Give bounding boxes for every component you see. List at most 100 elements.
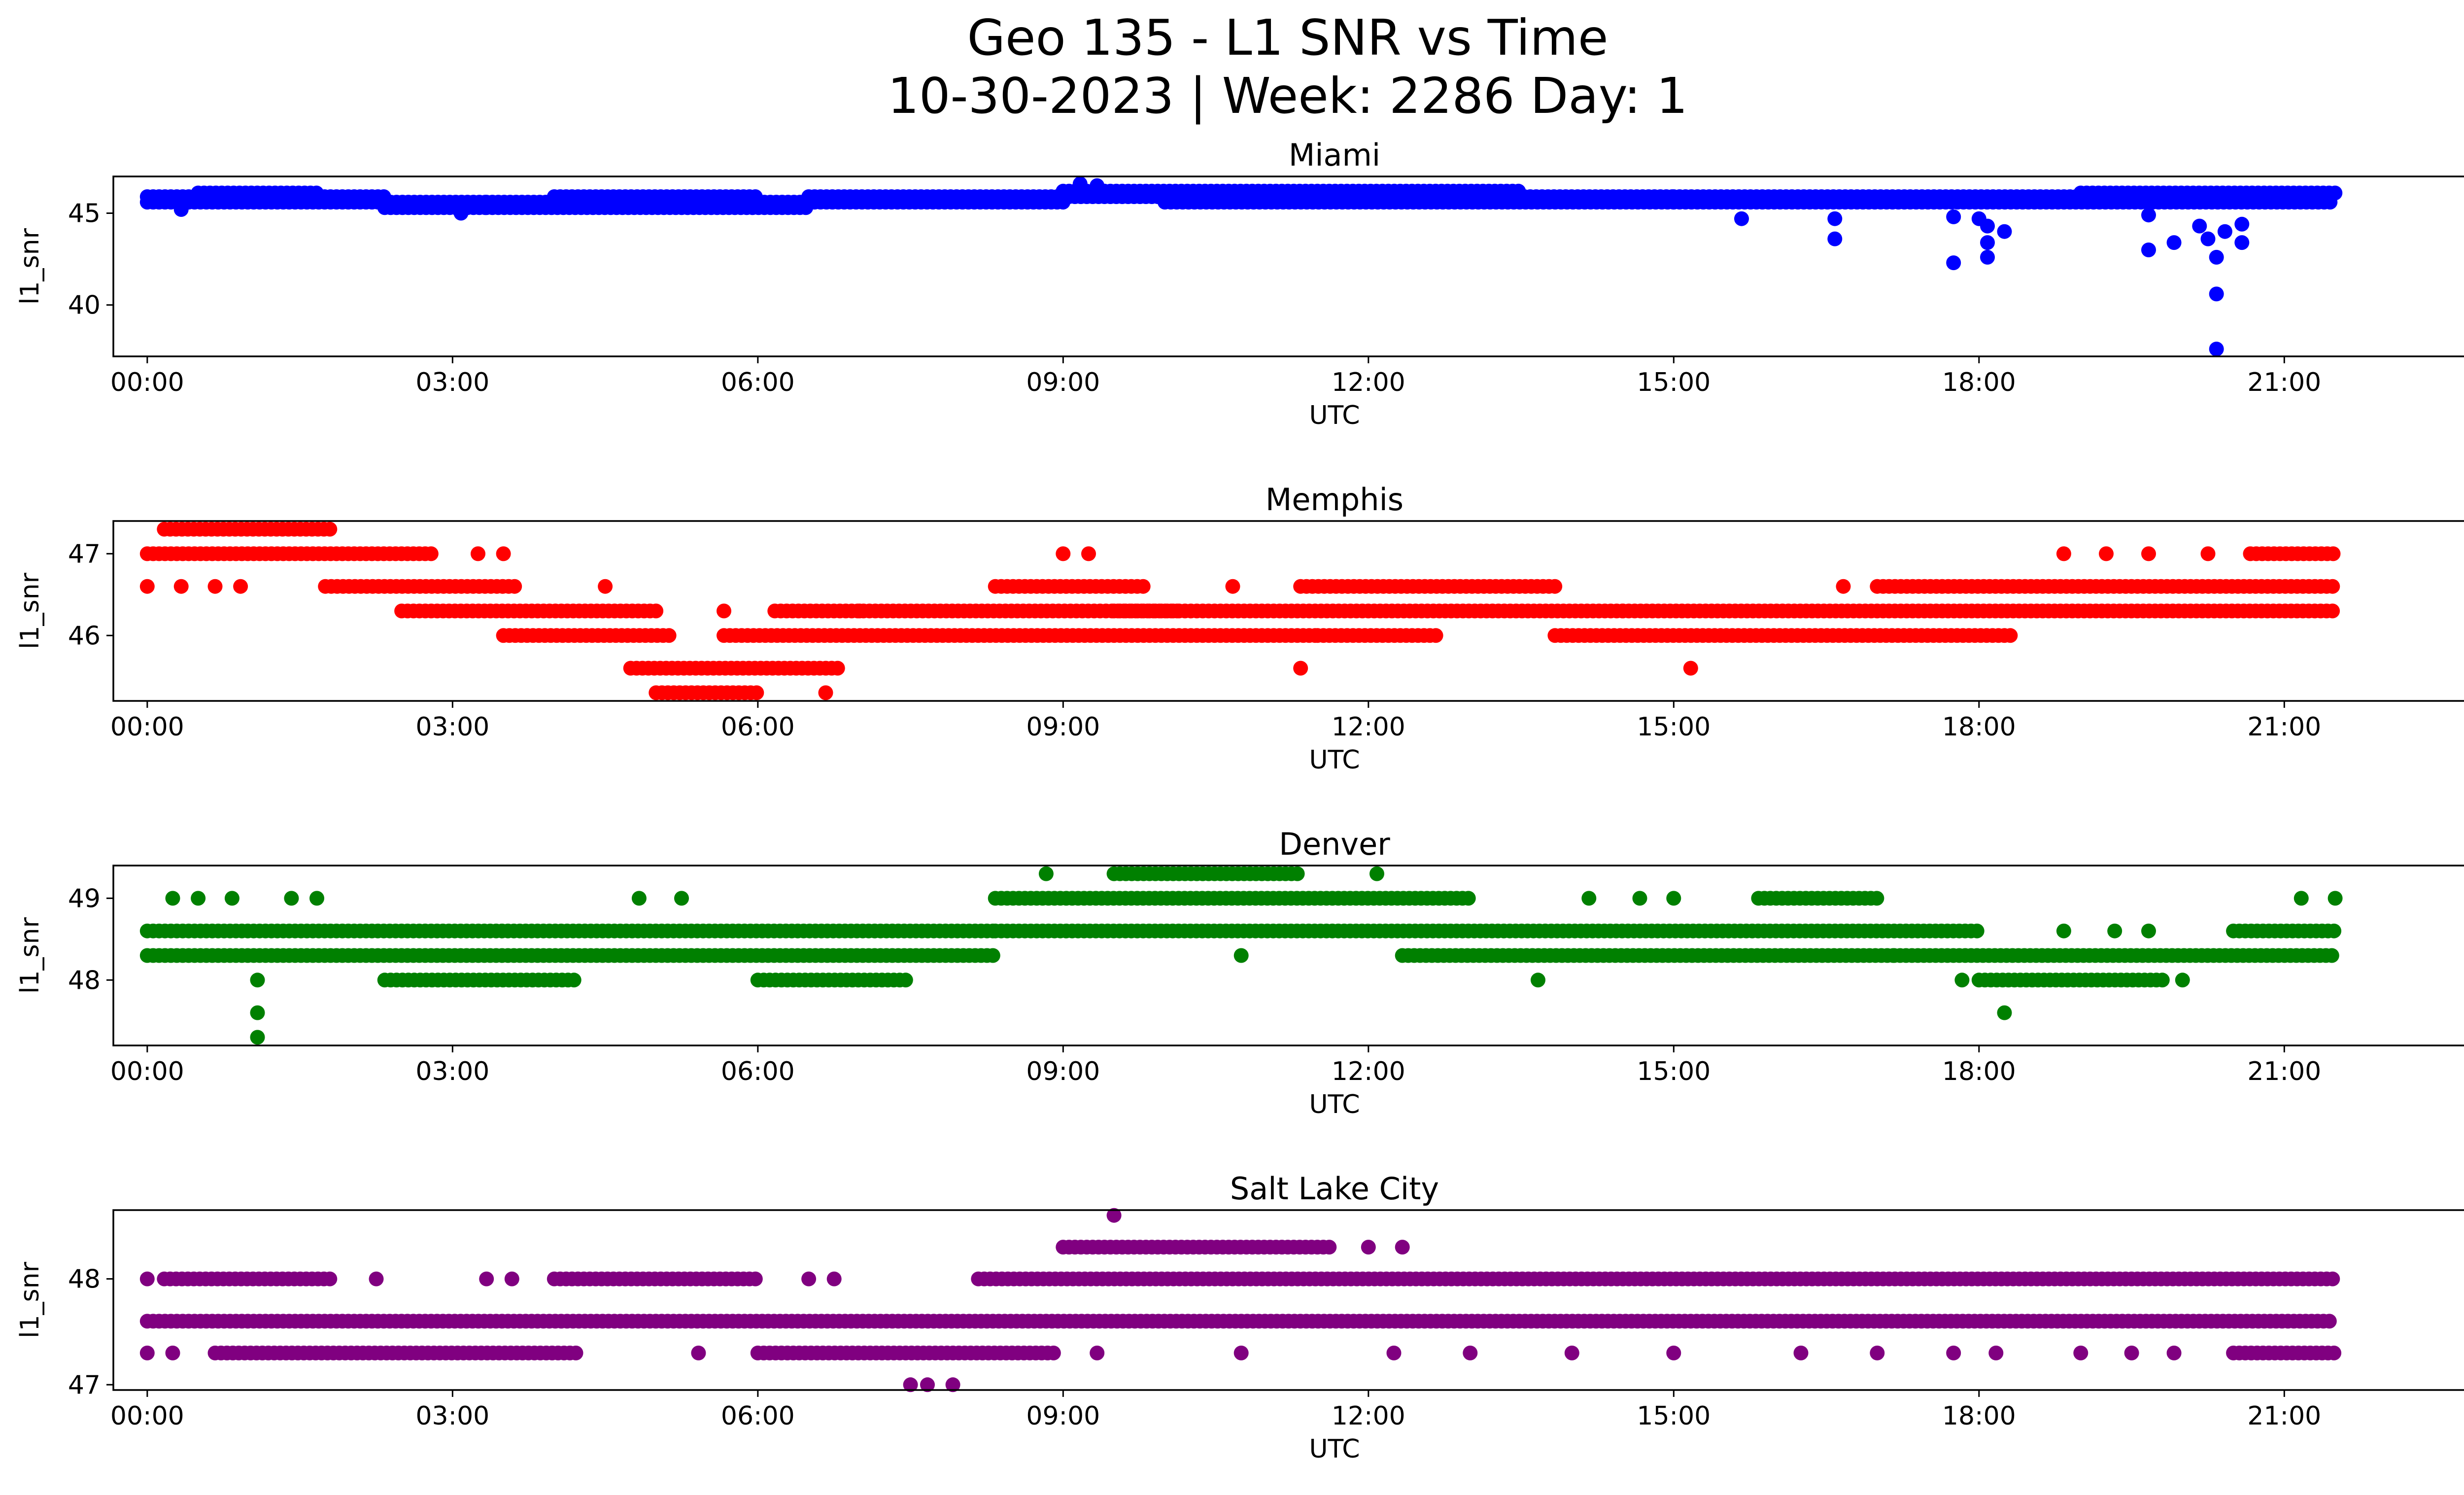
data-point xyxy=(191,891,206,906)
y-tick-label: 47 xyxy=(68,539,101,569)
subplot-title: Memphis xyxy=(1266,482,1403,518)
data-point xyxy=(945,1377,960,1392)
y-tick-label: 48 xyxy=(68,1265,101,1294)
data-point xyxy=(2141,923,2156,939)
data-point xyxy=(898,973,913,988)
data-point xyxy=(920,1377,935,1392)
data-point xyxy=(2209,249,2224,265)
data-point xyxy=(322,1271,338,1286)
data-point xyxy=(139,1271,155,1286)
y-tick-label: 46 xyxy=(68,621,101,651)
data-point xyxy=(631,891,647,906)
y-axis-label: l1_snr xyxy=(15,572,45,649)
data-point xyxy=(691,1345,706,1360)
data-point xyxy=(2073,1345,2088,1360)
data-point xyxy=(1135,579,1151,594)
x-tick-label: 15:00 xyxy=(1637,1401,1711,1431)
x-tick-label: 09:00 xyxy=(1026,368,1100,397)
data-point xyxy=(139,1345,155,1360)
x-tick-label: 06:00 xyxy=(721,1057,795,1086)
data-point xyxy=(2003,628,2018,643)
data-point xyxy=(1046,1345,1061,1360)
data-point xyxy=(1233,1345,1249,1360)
data-points xyxy=(139,176,2343,357)
data-point xyxy=(1564,1345,1579,1360)
data-point xyxy=(2209,286,2224,302)
x-axis-label: UTC xyxy=(1309,745,1360,775)
data-point xyxy=(2155,973,2170,988)
data-point xyxy=(1090,1345,1105,1360)
data-point xyxy=(423,546,439,561)
data-point xyxy=(233,579,248,594)
data-point xyxy=(1547,579,1563,594)
data-point xyxy=(165,891,180,906)
data-point xyxy=(674,891,689,906)
data-point xyxy=(1946,255,1961,271)
data-point xyxy=(479,1271,494,1286)
data-point xyxy=(1988,1345,2004,1360)
data-point xyxy=(2327,1345,2342,1360)
data-point xyxy=(1463,1345,1478,1360)
x-tick-label: 06:00 xyxy=(721,368,795,397)
x-tick-label: 12:00 xyxy=(1332,1057,1405,1086)
data-point xyxy=(1969,923,1985,939)
data-point xyxy=(1997,224,2012,239)
data-point xyxy=(1954,973,1970,988)
data-point xyxy=(2234,216,2250,232)
x-tick-label: 00:00 xyxy=(110,368,184,397)
data-point xyxy=(1827,231,1843,246)
x-tick-label: 18:00 xyxy=(1942,1401,2016,1431)
x-tick-label: 00:00 xyxy=(110,712,184,742)
data-point xyxy=(1428,628,1443,643)
data-point xyxy=(903,1377,918,1392)
x-tick-label: 09:00 xyxy=(1026,712,1100,742)
y-tick-label: 40 xyxy=(68,291,101,320)
data-point xyxy=(1290,866,1305,881)
data-point xyxy=(1386,1345,1402,1360)
data-point xyxy=(2056,923,2071,939)
data-point xyxy=(2056,546,2071,561)
data-point xyxy=(2325,579,2340,594)
x-tick-label: 09:00 xyxy=(1026,1057,1100,1086)
data-point xyxy=(2325,603,2340,619)
x-tick-label: 18:00 xyxy=(1942,368,2016,397)
x-axis-label: UTC xyxy=(1309,1090,1360,1119)
data-point xyxy=(1081,546,1096,561)
axes-frame xyxy=(112,520,2464,702)
y-tick-label: 47 xyxy=(68,1370,101,1400)
data-point xyxy=(309,891,324,906)
data-point xyxy=(1581,891,1597,906)
data-point xyxy=(1072,176,1088,191)
data-point xyxy=(826,1271,842,1286)
subplot-title: Miami xyxy=(1289,137,1380,173)
data-point xyxy=(2325,1271,2340,1286)
data-point xyxy=(496,546,511,561)
figure-title-line-1: Geo 135 - L1 SNR vs Time xyxy=(967,9,1608,67)
data-point xyxy=(1980,249,1995,265)
data-point xyxy=(1038,866,1054,881)
data-point xyxy=(2326,546,2341,561)
data-point xyxy=(173,202,189,217)
data-point xyxy=(1461,891,1476,906)
data-point xyxy=(985,948,1000,963)
x-tick-label: 21:00 xyxy=(2247,1057,2321,1086)
data-point xyxy=(1666,891,1681,906)
x-axis-label: UTC xyxy=(1309,1434,1360,1464)
subplot-salt-lake-city: Salt Lake City 00:00 03:00 06:00 09:00 12:00 1… xyxy=(15,1171,2464,1464)
y-axis-label: l1_snr xyxy=(15,1261,45,1338)
axes-frame xyxy=(112,175,2464,357)
data-point xyxy=(2166,1345,2182,1360)
x-tick-label: 15:00 xyxy=(1637,1057,1711,1086)
data-point xyxy=(1869,891,1884,906)
data-point xyxy=(2293,891,2309,906)
data-point xyxy=(2209,342,2224,357)
data-point xyxy=(1683,661,1698,676)
subplot-title: Salt Lake City xyxy=(1230,1171,1439,1207)
x-tick-label: 21:00 xyxy=(2247,368,2321,397)
data-point xyxy=(1734,211,1749,226)
subplot-denver: Denver 00:00 03:00 06:00 09:00 12:00 15:00 18:0… xyxy=(15,826,2464,1119)
x-axis-label: UTC xyxy=(1309,401,1360,430)
y-axis-label: l1_snr xyxy=(15,917,45,994)
data-point xyxy=(568,1345,583,1360)
